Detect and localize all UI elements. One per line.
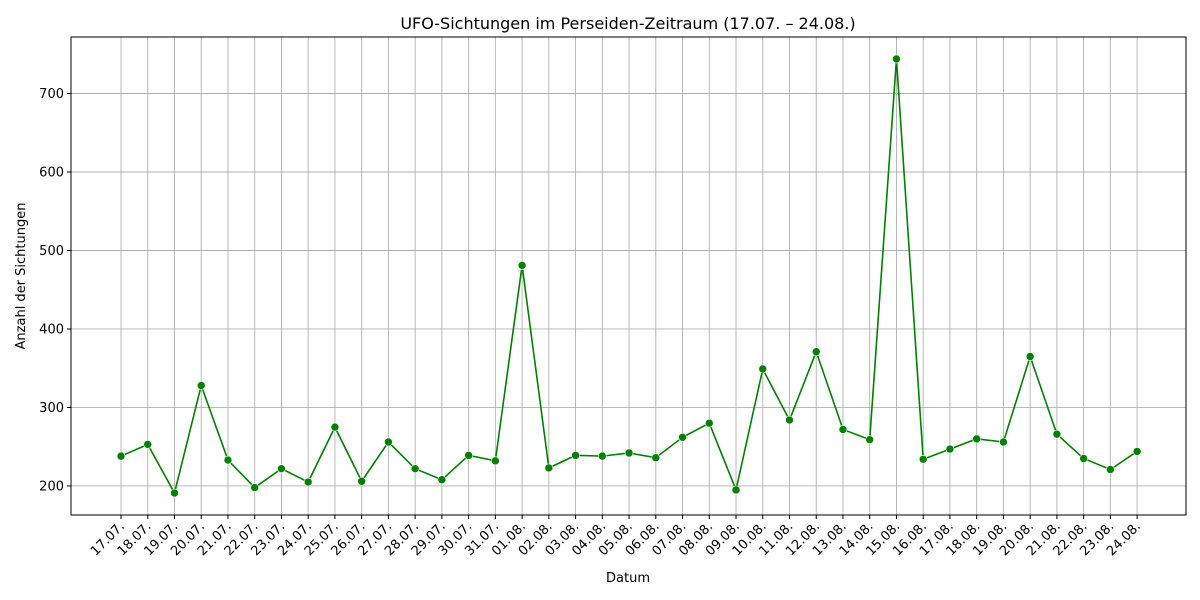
data-point (811, 347, 821, 357)
y-axis-ticks: 200 300 400 500 600 700 (39, 87, 71, 494)
data-point (651, 453, 661, 463)
data-point (945, 444, 955, 454)
data-point (544, 463, 554, 473)
grid (71, 37, 1186, 515)
data-point (384, 437, 393, 447)
data-point (410, 464, 420, 473)
data-point (517, 261, 527, 270)
data-point (704, 418, 714, 428)
data-point (918, 454, 928, 464)
data-point (785, 415, 794, 425)
y-tick-label: 600 (39, 166, 64, 181)
data-point (143, 440, 153, 449)
data-point (838, 425, 848, 434)
plot-area-frame (70, 36, 1187, 516)
x-axis-label: Datum (606, 571, 650, 586)
data-point (1052, 429, 1062, 439)
data-point (250, 483, 259, 492)
data-point (731, 485, 741, 495)
y-tick-label: 200 (39, 479, 64, 494)
data-point (1079, 454, 1088, 463)
data-point (437, 475, 447, 484)
data-point (491, 456, 500, 466)
x-axis-ticks: 17.07.18.07.19.07.20.07.21.07.22.07.23.0… (88, 515, 1144, 559)
data-point (464, 451, 473, 460)
data-point (571, 451, 580, 460)
y-tick-label: 300 (39, 401, 64, 416)
data-point (972, 434, 981, 444)
data-point (892, 54, 901, 64)
data-point (277, 464, 286, 473)
y-axis-label: Anzahl der Sichtungen (14, 203, 29, 350)
data-point (999, 437, 1008, 447)
data-point (1025, 352, 1035, 361)
data-point (865, 435, 875, 444)
data-point (678, 432, 687, 442)
y-tick-label: 400 (39, 322, 64, 337)
data-point (116, 451, 126, 461)
y-tick-label: 700 (39, 87, 64, 102)
data-point (303, 477, 313, 487)
data-point (330, 422, 340, 432)
data-point (196, 381, 206, 390)
data-point (624, 448, 634, 458)
series-group (116, 54, 1142, 498)
data-point (1132, 447, 1142, 456)
data-point (357, 476, 366, 486)
data-point (223, 455, 233, 465)
data-point (758, 364, 768, 374)
y-tick-label: 500 (39, 244, 64, 259)
chart-title: UFO-Sichtungen im Perseiden-Zeitraum (17… (400, 14, 855, 33)
data-point (1106, 465, 1115, 474)
data-point (598, 451, 607, 461)
data-point (170, 488, 179, 498)
